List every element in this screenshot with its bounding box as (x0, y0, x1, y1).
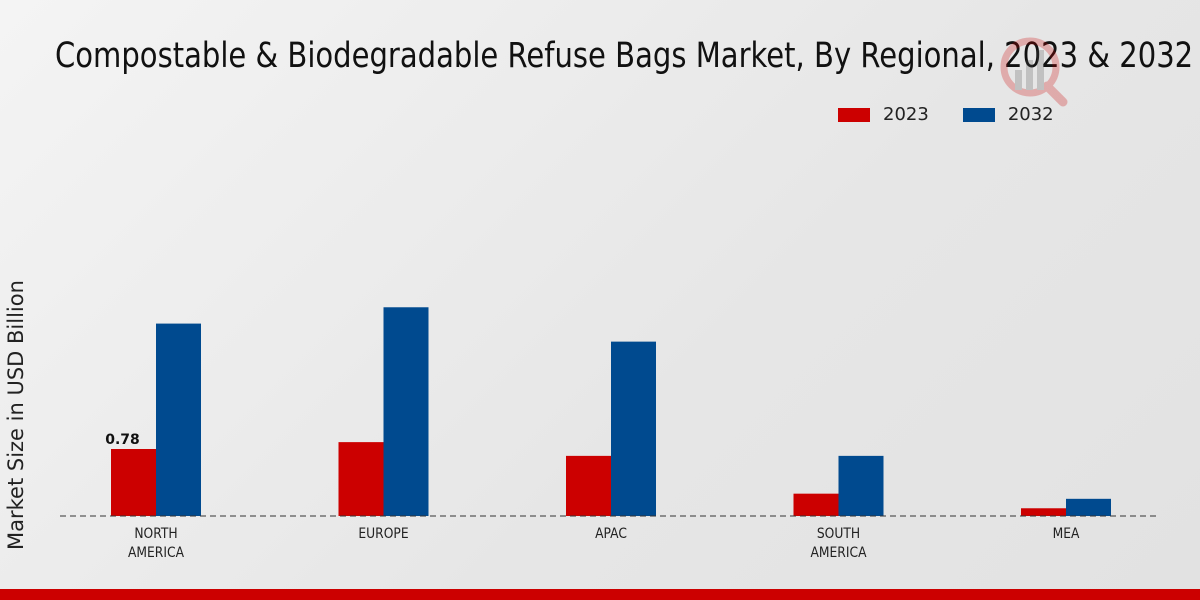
bar-2023-apac (566, 455, 611, 516)
bar-2023-mea (1021, 508, 1066, 516)
bar-2032-apac (611, 341, 656, 516)
chart-title: Compostable & Biodegradable Refuse Bags … (55, 36, 1194, 76)
bar-2032-mea (1066, 498, 1111, 516)
data-label: 0.78 (105, 432, 140, 448)
bar-2023-south-america (793, 493, 839, 516)
legend: 2023 2032 (838, 104, 1088, 125)
x-tick-label: EUROPE (358, 526, 408, 542)
legend-label: 2023 (883, 104, 929, 125)
bar-2023-north-america (111, 449, 156, 516)
x-tick-label: AMERICA (810, 545, 866, 561)
x-tick-label: SOUTH (817, 526, 860, 542)
bar-2032-north-america (156, 323, 201, 516)
legend-swatch (838, 107, 870, 122)
bar-2023-europe (338, 442, 384, 516)
bar-2032-south-america (838, 455, 884, 516)
bottom-accent-bar (0, 589, 1200, 600)
legend-item-2023: 2023 (838, 104, 929, 125)
x-tick-label: APAC (595, 526, 627, 542)
x-tick-label: AMERICA (128, 545, 184, 561)
bar-2032-europe (383, 307, 429, 516)
x-tick-label: MEA (1053, 526, 1080, 542)
x-tick-label: NORTH (134, 526, 177, 542)
legend-item-2032: 2032 (962, 104, 1054, 125)
legend-label: 2032 (1007, 104, 1054, 125)
watermark-logo-icon (1000, 37, 1068, 107)
legend-swatch (962, 107, 995, 122)
